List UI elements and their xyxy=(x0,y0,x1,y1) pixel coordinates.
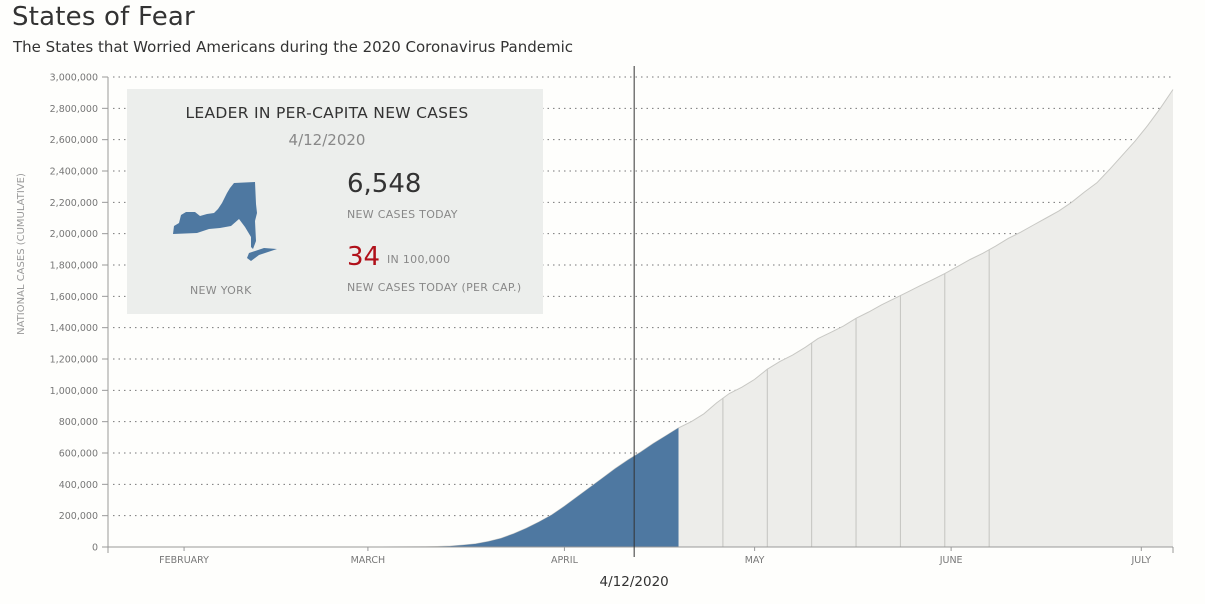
y-tick-label: 200,000 xyxy=(59,511,98,522)
y-tick-label: 0 xyxy=(92,543,98,554)
leader-info-panel: LEADER IN PER-CAPITA NEW CASES 4/12/2020… xyxy=(127,89,543,314)
y-tick-label: 2,600,000 xyxy=(50,135,98,146)
current-date-marker: 4/12/2020 xyxy=(600,66,669,590)
area-series xyxy=(108,89,1174,548)
page-subtitle: The States that Worried Americans during… xyxy=(13,38,574,56)
per-capita-label: NEW CASES TODAY (PER CAP.) xyxy=(347,281,522,294)
new-cases-label: NEW CASES TODAY xyxy=(347,208,458,221)
panel-heading: LEADER IN PER-CAPITA NEW CASES xyxy=(185,104,469,122)
x-tick-label: FEBRUARY xyxy=(159,555,209,566)
y-tick-label: 2,800,000 xyxy=(50,104,98,115)
x-tick-label: JUNE xyxy=(939,555,963,566)
x-tick-label: JULY xyxy=(1131,555,1152,566)
y-tick-label: 1,800,000 xyxy=(50,261,98,272)
y-tick-label: 800,000 xyxy=(59,417,98,428)
per-capita-count: 34 xyxy=(347,242,381,272)
x-axis: FEBRUARY MARCH APRIL MAY JUNE JULY xyxy=(107,546,1174,566)
page-title: States of Fear xyxy=(12,2,195,32)
current-date-label: 4/12/2020 xyxy=(600,574,669,590)
y-tick-label: 3,000,000 xyxy=(50,73,98,84)
y-axis-label: NATIONAL CASES (CUMULATIVE) xyxy=(16,173,27,335)
filled-area xyxy=(108,427,679,547)
state-name: NEW YORK xyxy=(190,284,252,297)
y-axis: 0 200,000 400,000 600,000 800,000 1,000,000 1,… xyxy=(50,73,109,554)
y-tick-label: 2,000,000 xyxy=(50,229,98,240)
y-tick-label: 1,400,000 xyxy=(50,323,98,334)
projected-area xyxy=(108,89,1173,547)
y-tick-label: 400,000 xyxy=(59,480,98,491)
y-tick-label: 1,000,000 xyxy=(50,386,98,397)
panel-date: 4/12/2020 xyxy=(288,131,366,149)
x-tick-label: MARCH xyxy=(351,555,386,566)
y-tick-label: 2,400,000 xyxy=(50,167,98,178)
y-tick-label: 600,000 xyxy=(59,449,98,460)
y-tick-label: 1,200,000 xyxy=(50,355,98,366)
x-tick-label: APRIL xyxy=(551,555,579,566)
y-tick-label: 1,600,000 xyxy=(50,292,98,303)
new-cases-count: 6,548 xyxy=(347,169,422,199)
x-tick-label: MAY xyxy=(745,555,765,566)
per-capita-unit: IN 100,000 xyxy=(387,253,451,266)
new-york-state-icon xyxy=(173,182,277,261)
y-tick-label: 2,200,000 xyxy=(50,198,98,209)
